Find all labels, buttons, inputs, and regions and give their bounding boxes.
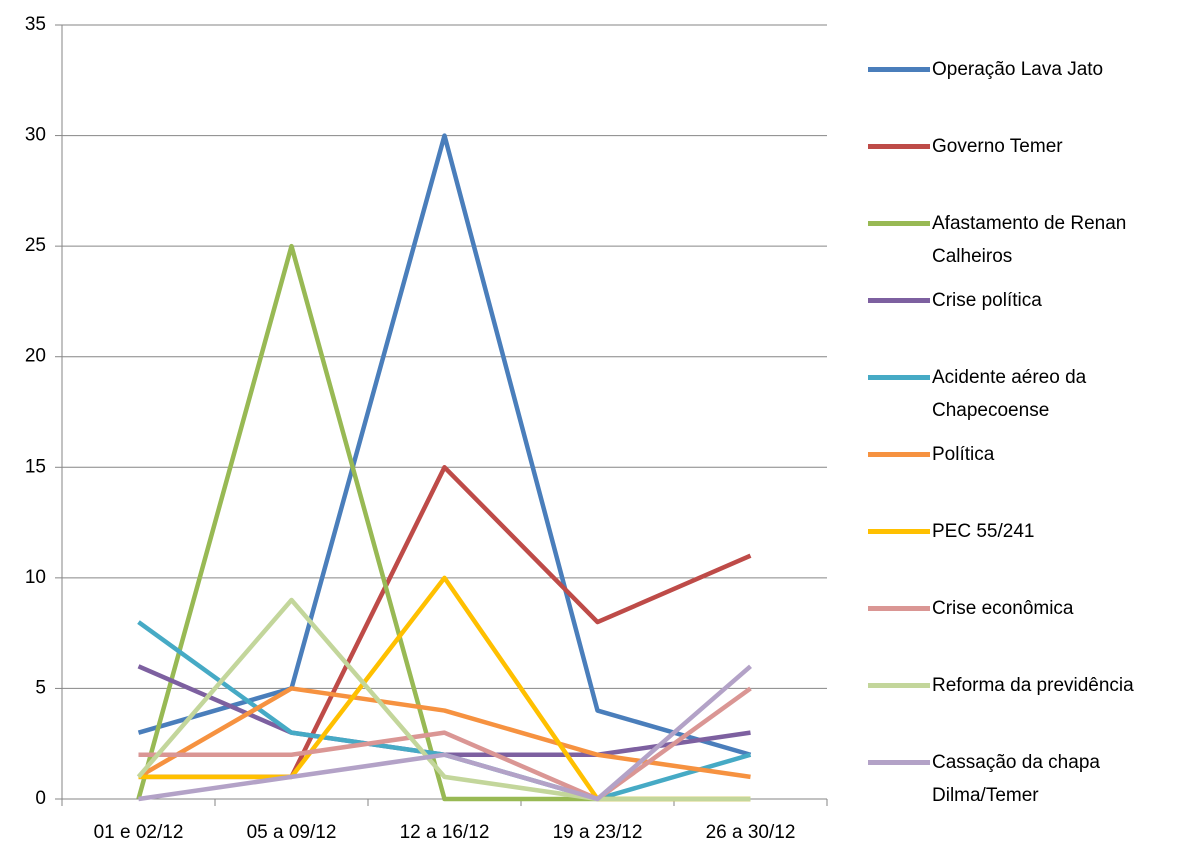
x-tick-label: 19 a 23/12 bbox=[553, 822, 643, 843]
legend-label: Reforma da previdência bbox=[932, 675, 1134, 696]
legend-swatch bbox=[868, 452, 930, 457]
legend-item: Cassação da chapa Dilma/Temer bbox=[868, 746, 1190, 812]
y-tick-label: 25 bbox=[25, 235, 46, 256]
y-tick-label: 15 bbox=[25, 456, 46, 477]
legend-label: Cassação da chapa Dilma/Temer bbox=[932, 752, 1100, 806]
legend-item: Reforma da previdência bbox=[868, 669, 1190, 702]
y-tick-label: 35 bbox=[25, 14, 46, 35]
legend-item: Política bbox=[868, 438, 1190, 471]
y-tick-label: 5 bbox=[35, 677, 46, 698]
y-tick-label: 20 bbox=[25, 346, 46, 367]
x-tick-label: 05 a 09/12 bbox=[247, 822, 337, 843]
legend-label: Governo Temer bbox=[932, 136, 1063, 157]
y-tick-label: 0 bbox=[35, 788, 46, 809]
legend-swatch bbox=[868, 375, 930, 380]
series-line bbox=[136, 597, 751, 802]
legend-item: Acidente aéreo da Chapecoense bbox=[868, 361, 1190, 427]
legend-item: Crise econômica bbox=[868, 592, 1190, 625]
legend-item: Crise política bbox=[868, 284, 1190, 317]
legend-item: Afastamento de Renan Calheiros bbox=[868, 207, 1190, 273]
x-tick-label: 26 a 30/12 bbox=[706, 822, 796, 843]
legend-swatch bbox=[868, 760, 930, 765]
legend-swatch bbox=[868, 298, 930, 303]
legend-swatch bbox=[868, 221, 930, 226]
y-tick-label: 30 bbox=[25, 125, 46, 146]
legend-label: Operação Lava Jato bbox=[932, 59, 1104, 80]
x-tick-label: 12 a 16/12 bbox=[400, 822, 490, 843]
legend-label: Crise econômica bbox=[932, 598, 1074, 619]
series-line bbox=[137, 133, 752, 757]
legend-swatch bbox=[868, 67, 930, 72]
y-tick-label: 10 bbox=[25, 567, 46, 588]
series-line bbox=[136, 243, 751, 802]
legend-item: PEC 55/241 bbox=[868, 515, 1190, 548]
legend-label: Acidente aéreo da Chapecoense bbox=[932, 367, 1087, 421]
legend-swatch bbox=[868, 529, 930, 534]
legend-label: Crise política bbox=[932, 290, 1042, 311]
legend-item: Operação Lava Jato bbox=[868, 53, 1190, 86]
legend-swatch bbox=[868, 606, 930, 611]
legend-label: PEC 55/241 bbox=[932, 521, 1035, 542]
series-line bbox=[138, 686, 752, 802]
x-tick-label: 01 e 02/12 bbox=[94, 822, 184, 843]
legend-label: Afastamento de Renan Calheiros bbox=[932, 213, 1127, 267]
legend-swatch bbox=[868, 144, 930, 149]
series-line bbox=[138, 664, 752, 802]
legend-item: Governo Temer bbox=[868, 130, 1190, 163]
legend-swatch bbox=[868, 683, 930, 688]
legend-label: Política bbox=[932, 444, 995, 465]
